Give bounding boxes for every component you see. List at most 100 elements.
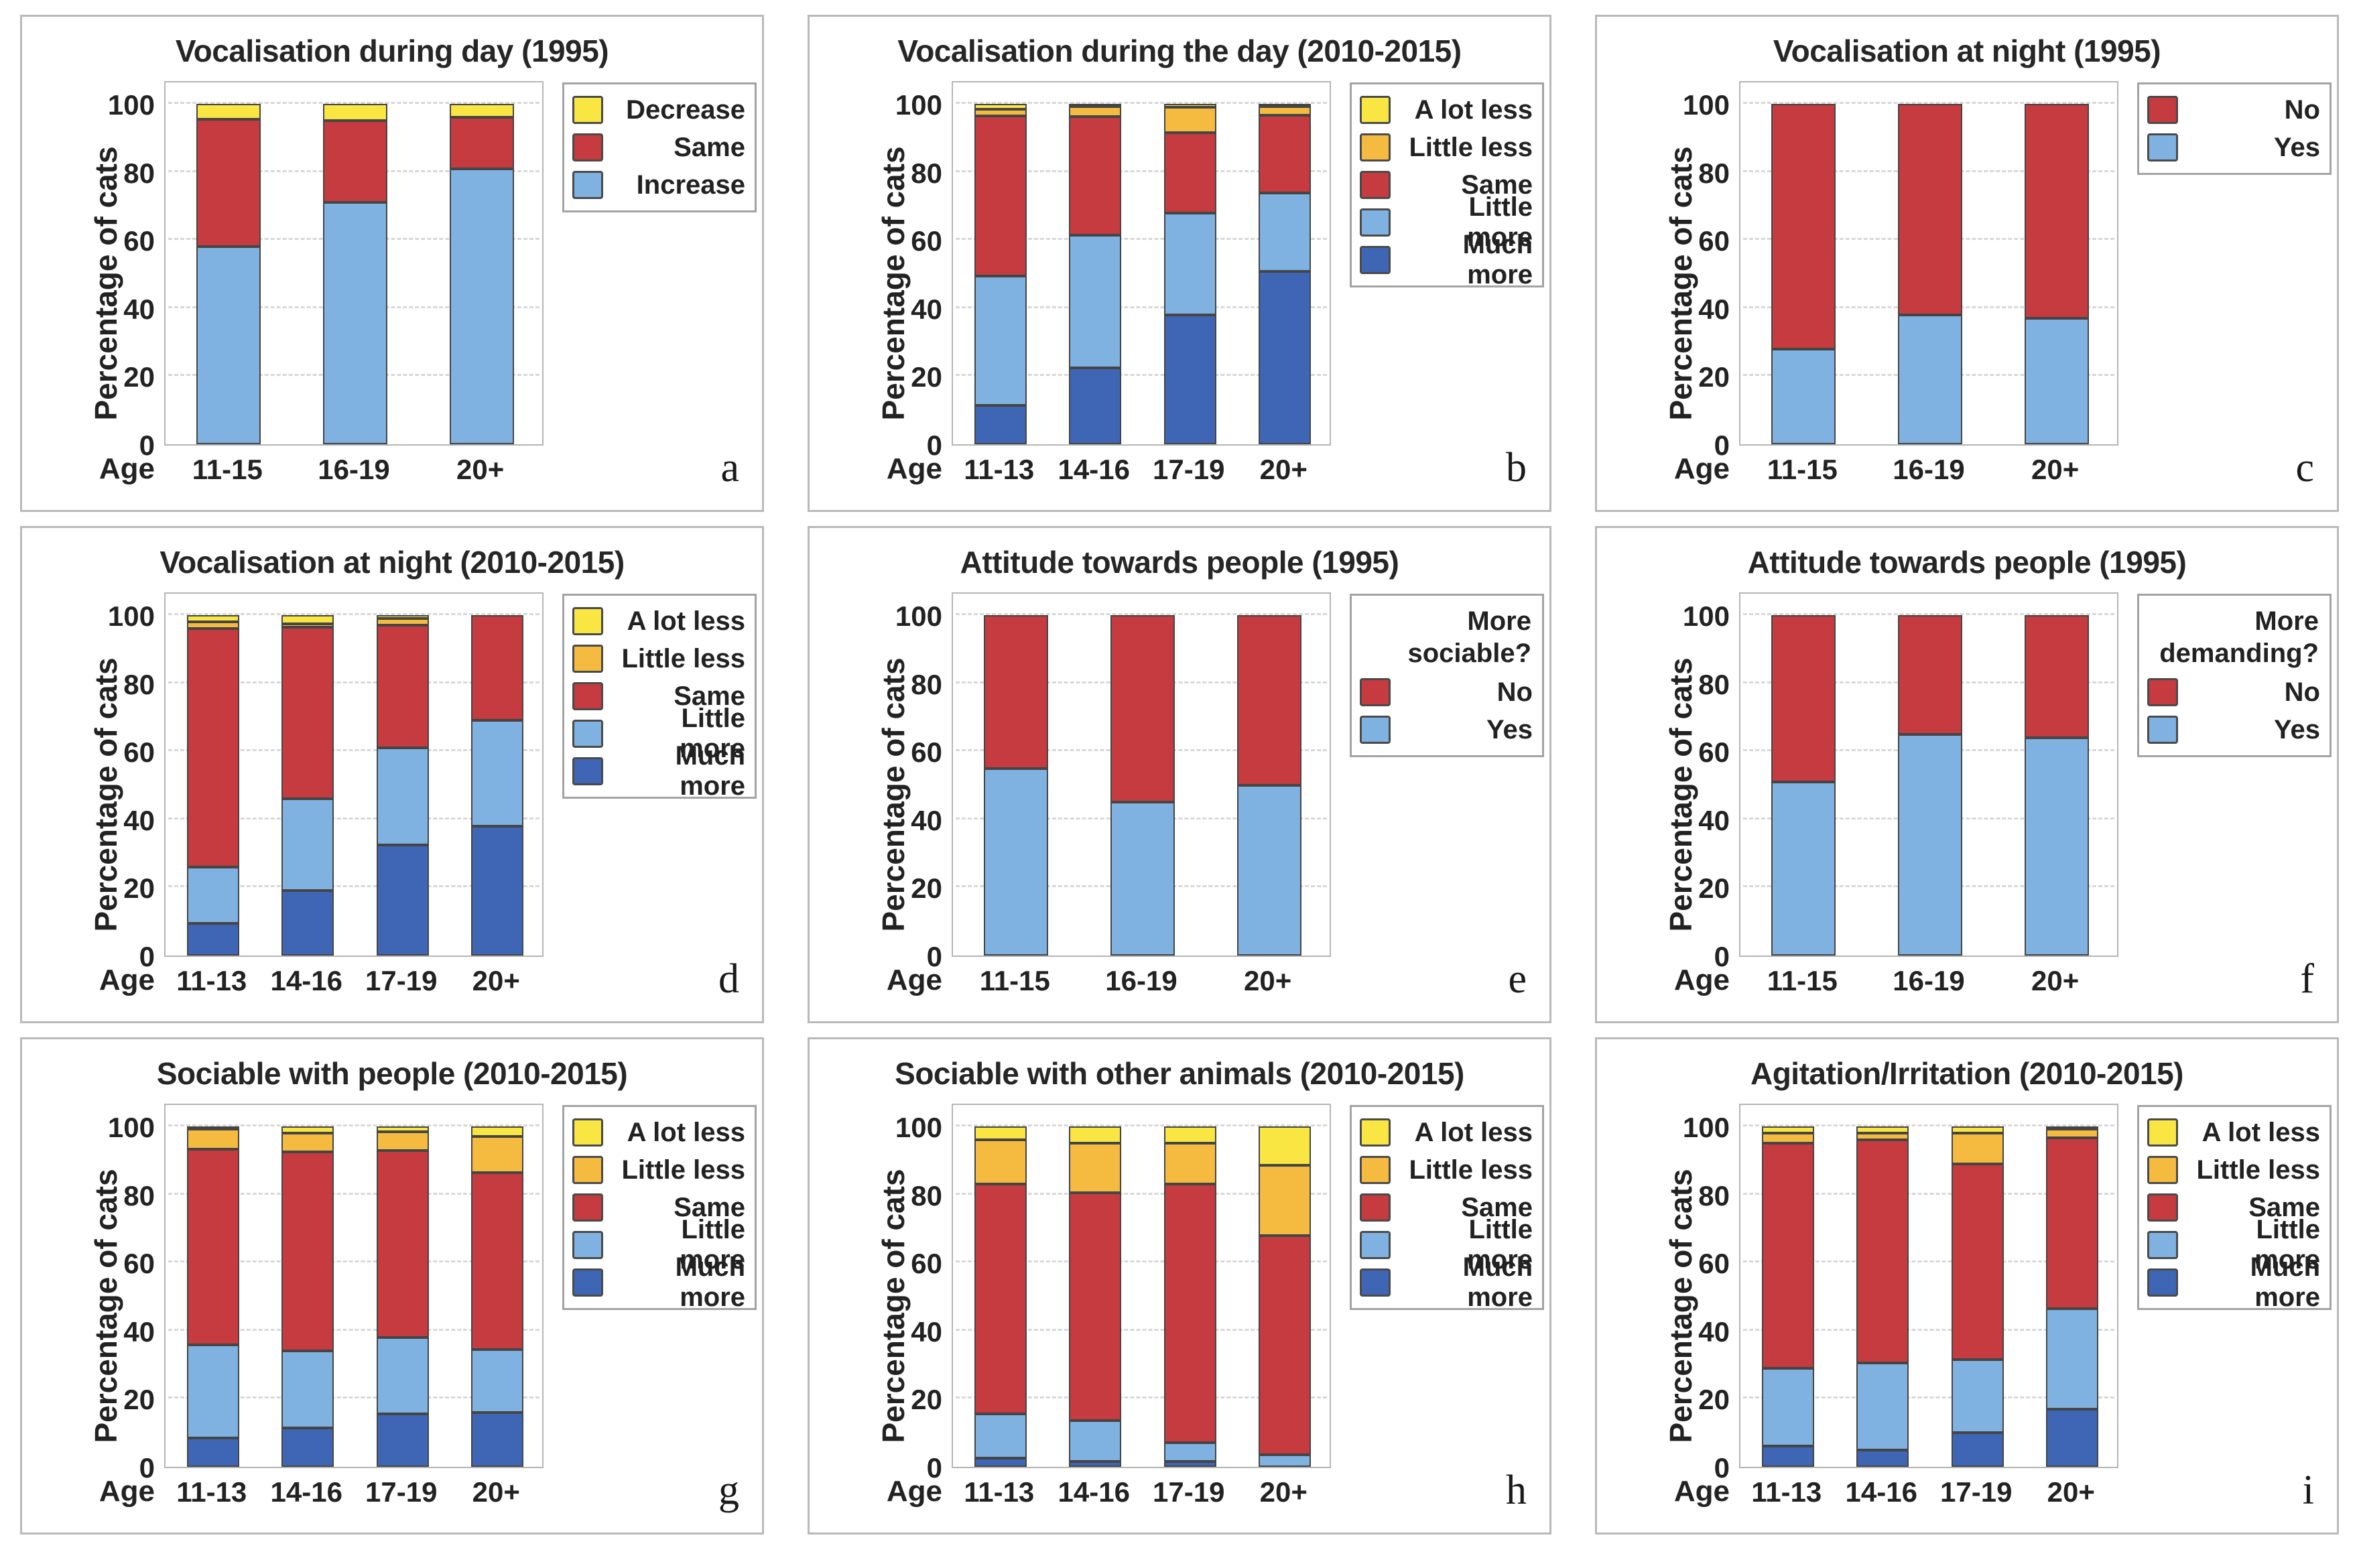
legend-swatch-much-more [2147, 1268, 2178, 1297]
legend-label: No [2284, 677, 2320, 707]
panel-letter: c [2295, 445, 2314, 491]
bar-segment-no [1898, 104, 1962, 315]
bar-segment-no [1898, 615, 1962, 734]
x-tick-16-19: 16-19 [1893, 965, 1965, 996]
y-tick-80: 80 [123, 157, 155, 189]
legend-label: Same [1461, 170, 1533, 200]
bar-segment-little-more [471, 1349, 524, 1413]
bar-segment-much-more [2046, 1409, 2099, 1467]
legend-swatch-little-less [572, 645, 603, 673]
bar-segment-yes [2024, 318, 2089, 444]
legend-item-no: No [1360, 673, 1533, 711]
y-tick-40: 40 [911, 293, 942, 325]
y-tick-0: 0 [926, 941, 942, 972]
bar-segment-little-less [471, 1136, 524, 1173]
y-tick-60: 60 [123, 736, 155, 769]
bar-segment-same [1761, 1143, 1814, 1368]
x-tick-20-: 20+ [2047, 1476, 2095, 1508]
bar-11-13 [186, 615, 239, 956]
bar-segment-much-more [471, 1412, 524, 1467]
legend-label: Increase [636, 170, 745, 200]
chart-title: Vocalisation during day (1995) [175, 34, 609, 68]
bar-segment-little-less [376, 618, 429, 626]
bar-zone [953, 102, 1330, 444]
bar-segment-a-lot-less [1163, 104, 1216, 108]
bar-segment-a-lot-less [1856, 1126, 1909, 1134]
legend-swatch-a-lot-less [1360, 1118, 1391, 1147]
bar-11-13 [1761, 1126, 1814, 1467]
legend-item-same: Same [2147, 1189, 2320, 1226]
gridline-20 [168, 1396, 539, 1399]
legend-label: Same [674, 1192, 745, 1222]
gridline-80 [1743, 1192, 2114, 1195]
legend-title: More demanding? [2159, 606, 2319, 668]
legend-label: Little less [1409, 132, 1533, 162]
bar-segment-little-more [974, 1414, 1027, 1459]
y-tick-0: 0 [1714, 430, 1730, 461]
x-tick-11-13: 11-13 [176, 965, 247, 996]
x-tick-20-: 20+ [472, 1476, 520, 1508]
chart-title: Vocalisation during the day (2010-2015) [897, 34, 1462, 68]
gridline-100 [956, 1124, 1327, 1126]
bar-segment-little-more [186, 1344, 239, 1438]
legend-box: No Yes [2137, 82, 2332, 175]
bar-segment-little-more [186, 866, 239, 923]
y-tick-20: 20 [911, 872, 942, 905]
bar-11-15 [984, 615, 1049, 956]
legend-label: A lot less [1414, 1117, 1533, 1147]
y-tick-100: 100 [1682, 89, 1730, 121]
plot-area [952, 592, 1331, 957]
chart-title: Attitude towards people (1995) [960, 545, 1399, 580]
bar-segment-little-more [1163, 212, 1216, 315]
chart-title: Attitude towards people (1995) [1747, 545, 2187, 580]
legend-swatch-same [2147, 1193, 2178, 1222]
x-tick-20-: 20+ [472, 965, 520, 996]
legend-label: Little more [2254, 1215, 2320, 1275]
bar-segment-a-lot-less [1259, 1126, 1312, 1166]
y-tick-60: 60 [123, 1248, 155, 1280]
y-tick-40: 40 [1698, 293, 1730, 325]
legend-item-same: Same [572, 1189, 745, 1226]
legend-swatch-decrease [572, 96, 603, 124]
legend-box: A lot less Little less Same Little more Much… [1350, 1105, 1544, 1312]
chart-title: Sociable with other animals (2010-2015) [895, 1056, 1464, 1091]
x-tick-17-19: 17-19 [1940, 1476, 2013, 1508]
bar-segment-a-lot-less [2046, 1126, 2099, 1129]
bar-segment-little-less [1761, 1133, 1814, 1144]
x-tick-14-16: 14-16 [1845, 1476, 1917, 1508]
y-tick-100: 100 [107, 600, 155, 632]
y-tick-80: 80 [1698, 1179, 1730, 1212]
gridline-100 [1743, 1124, 2114, 1126]
bar-segment-same [281, 627, 334, 799]
legend-swatch-no [1360, 678, 1391, 706]
y-tick-40: 40 [123, 1315, 155, 1348]
x-tick-20-: 20+ [2031, 965, 2080, 996]
plot-area [164, 592, 544, 957]
y-tick-60: 60 [1698, 225, 1730, 257]
legend-item-much-more: Much more [572, 741, 745, 801]
gridline-100 [168, 613, 539, 615]
bar-segment-yes [1898, 314, 1962, 444]
plot-area [1739, 592, 2118, 957]
bar-segment-same [471, 1172, 524, 1350]
bar-segment-no [2024, 104, 2089, 319]
bar-20- [1259, 104, 1312, 444]
bar-segment-little-less [186, 1129, 239, 1150]
bar-segment-no [1236, 615, 1301, 785]
bar-zone [953, 613, 1330, 956]
legend-swatch-yes [2147, 716, 2178, 744]
gridline-40 [956, 1328, 1327, 1331]
bar-segment-a-lot-less [1761, 1126, 1814, 1134]
legend-item-little-less: Little less [572, 1151, 745, 1189]
bar-16-19 [323, 104, 387, 444]
gridline-100 [956, 613, 1327, 615]
x-tick-20-: 20+ [1244, 965, 1292, 996]
y-tick-80: 80 [911, 157, 942, 189]
x-tick-11-15: 11-15 [1767, 454, 1838, 485]
chart-panel-g: Sociable with people (2010-2015) Percent… [20, 1037, 764, 1534]
legend-box: A lot less Little less Same Little more Much… [562, 1105, 757, 1312]
legend-label: Same [674, 132, 745, 162]
legend-item-same: Same [572, 129, 745, 166]
y-tick-0: 0 [1714, 1452, 1730, 1484]
